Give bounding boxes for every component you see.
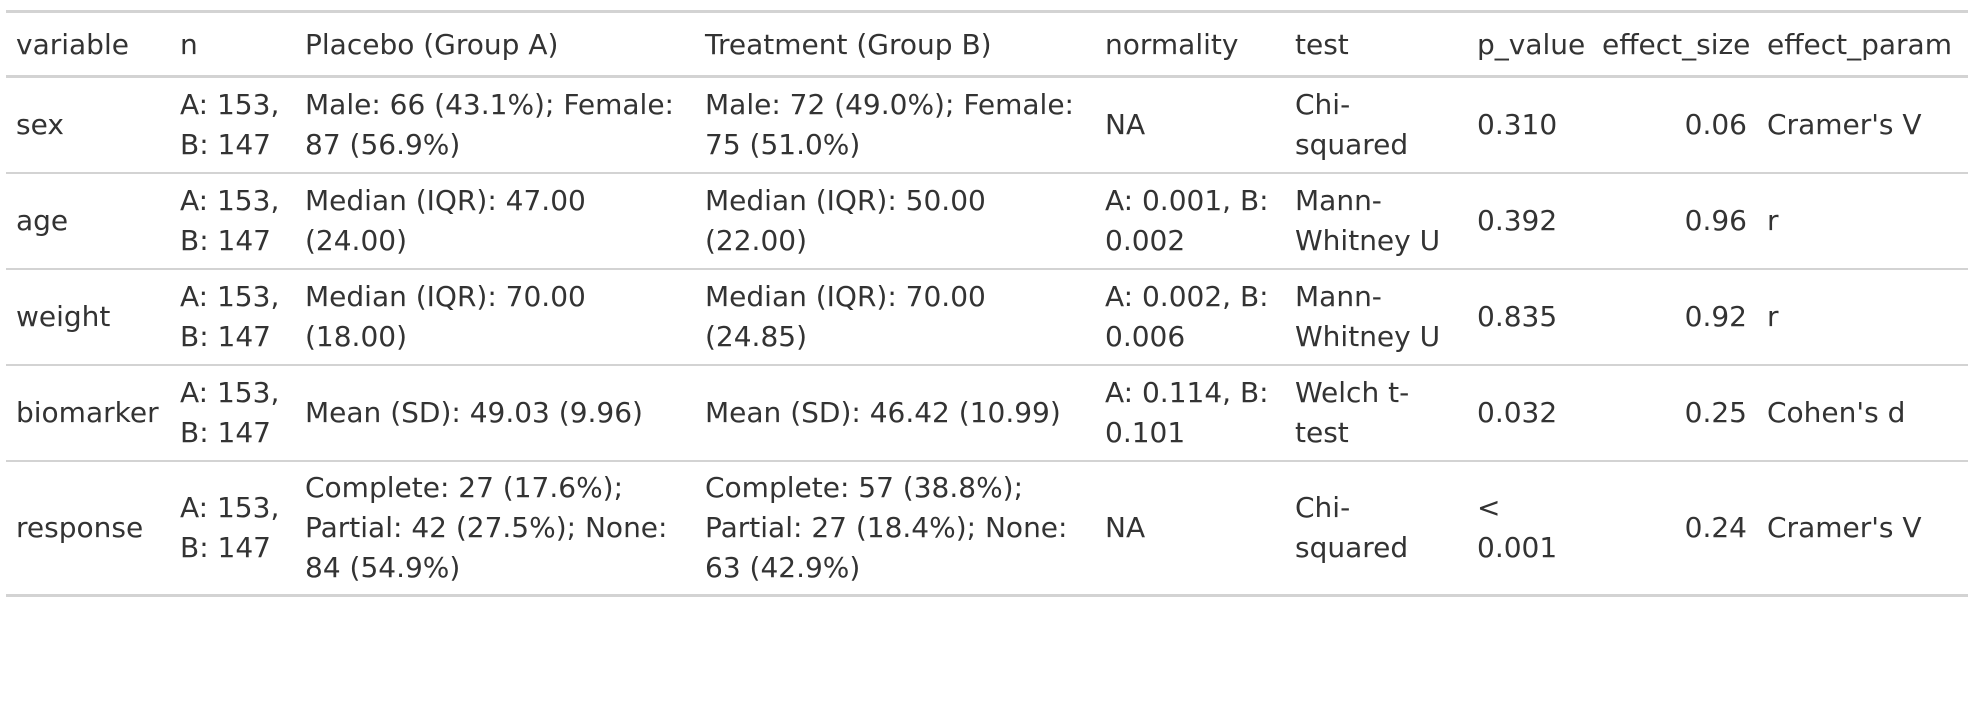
cell-p-value: 0.835 <box>1477 300 1558 333</box>
table-body: sex A: 153, B: 147 Male: 66 (43.1%); Fem… <box>6 77 1968 596</box>
cell-normality: A: 0.114, B: 0.101 <box>1105 376 1269 449</box>
cell-effect-size: 0.96 <box>1684 204 1747 237</box>
cell-normality: NA <box>1105 511 1146 544</box>
cell-normality: A: 0.001, B: 0.002 <box>1105 184 1269 257</box>
header-p-value: p_value <box>1477 28 1586 61</box>
table-row: age A: 153, B: 147 Median (IQR): 47.00 (… <box>6 173 1968 269</box>
cell-n: A: 153, B: 147 <box>180 376 280 449</box>
table-row: biomarker A: 153, B: 147 Mean (SD): 49.0… <box>6 365 1968 461</box>
header-normality: normality <box>1105 28 1239 61</box>
cell-placebo: Median (IQR): 47.00 (24.00) <box>305 184 586 257</box>
cell-effect-size: 0.25 <box>1684 396 1747 429</box>
cell-p-value: 0.310 <box>1477 108 1558 141</box>
cell-variable: age <box>16 204 69 237</box>
cell-treatment: Mean (SD): 46.42 (10.99) <box>705 396 1061 429</box>
cell-n: A: 153, B: 147 <box>180 88 280 161</box>
cell-placebo: Male: 66 (43.1%); Female: 87 (56.9%) <box>305 88 674 161</box>
table-header: variable n Placebo (Group A) Treatment (… <box>6 11 1968 77</box>
header-row: variable n Placebo (Group A) Treatment (… <box>6 11 1968 77</box>
cell-test: Welch t-test <box>1295 376 1410 449</box>
cell-treatment: Median (IQR): 50.00 (22.00) <box>705 184 986 257</box>
cell-test: Chi-squared <box>1295 491 1409 564</box>
cell-normality: A: 0.002, B: 0.006 <box>1105 280 1269 353</box>
cell-variable: weight <box>16 300 111 333</box>
header-n: n <box>180 28 198 61</box>
cell-effect-size: 0.06 <box>1684 108 1747 141</box>
cell-placebo: Mean (SD): 49.03 (9.96) <box>305 396 643 429</box>
cell-n: A: 153, B: 147 <box>180 491 280 564</box>
cell-placebo: Complete: 27 (17.6%); Partial: 42 (27.5%… <box>305 471 668 584</box>
cell-effect-size: 0.92 <box>1684 300 1747 333</box>
header-variable: variable <box>16 28 129 61</box>
table-row: response A: 153, B: 147 Complete: 27 (17… <box>6 461 1968 596</box>
cell-effect-param: Cramer's V <box>1767 108 1922 141</box>
cell-test: Mann-Whitney U <box>1295 184 1441 257</box>
cell-test: Mann-Whitney U <box>1295 280 1441 353</box>
cell-effect-param: r <box>1767 204 1779 237</box>
header-effect-param: effect_param <box>1767 28 1952 61</box>
cell-test: Chi-squared <box>1295 88 1409 161</box>
header-effect-size: effect_size <box>1602 28 1751 61</box>
cell-effect-param: Cohen's d <box>1767 396 1906 429</box>
cell-placebo: Median (IQR): 70.00 (18.00) <box>305 280 586 353</box>
cell-normality: NA <box>1105 108 1146 141</box>
cell-n: A: 153, B: 147 <box>180 184 280 257</box>
header-test: test <box>1295 28 1349 61</box>
table-row: weight A: 153, B: 147 Median (IQR): 70.0… <box>6 269 1968 365</box>
cell-n: A: 153, B: 147 <box>180 280 280 353</box>
cell-effect-param: Cramer's V <box>1767 511 1922 544</box>
cell-effect-param: r <box>1767 300 1779 333</box>
header-placebo: Placebo (Group A) <box>305 28 559 61</box>
cell-treatment: Median (IQR): 70.00 (24.85) <box>705 280 986 353</box>
cell-effect-size: 0.24 <box>1684 511 1747 544</box>
cell-treatment: Male: 72 (49.0%); Female: 75 (51.0%) <box>705 88 1074 161</box>
cell-p-value: 0.392 <box>1477 204 1558 237</box>
cell-p-value: < 0.001 <box>1477 491 1558 564</box>
cell-variable: biomarker <box>16 396 159 429</box>
cell-variable: sex <box>16 108 64 141</box>
cell-variable: response <box>16 511 144 544</box>
header-treatment: Treatment (Group B) <box>705 28 992 61</box>
table-row: sex A: 153, B: 147 Male: 66 (43.1%); Fem… <box>6 77 1968 173</box>
cell-treatment: Complete: 57 (38.8%); Partial: 27 (18.4%… <box>705 471 1068 584</box>
results-table: variable n Placebo (Group A) Treatment (… <box>6 10 1968 597</box>
cell-p-value: 0.032 <box>1477 396 1558 429</box>
